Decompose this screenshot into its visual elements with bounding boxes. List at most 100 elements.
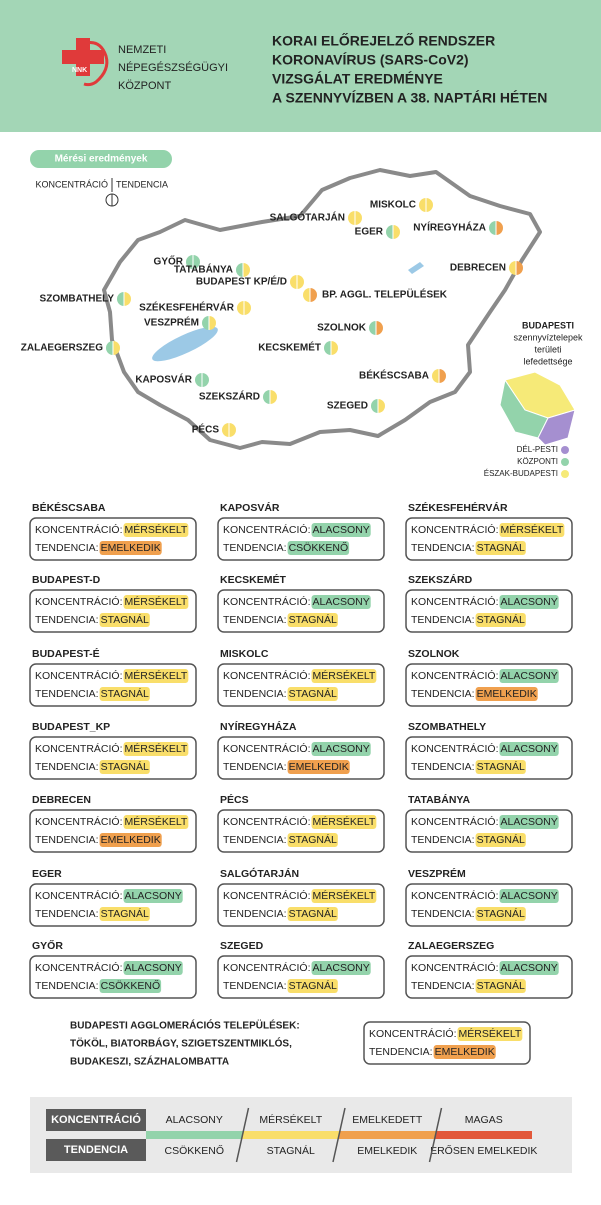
city-conc-half	[419, 198, 426, 212]
status-highlight	[287, 687, 338, 701]
logo: NNK	[62, 38, 109, 87]
city-conc-half	[195, 373, 202, 387]
logo-text: NNK	[72, 67, 87, 74]
status-highlight	[123, 742, 189, 756]
card-label: KONCENTRÁCIÓ:	[35, 889, 123, 902]
city-label: SZÉKESFEHÉRVÁR	[139, 301, 235, 314]
card-label: KONCENTRÁCIÓ:	[223, 815, 311, 828]
status-text: CSÖKKENŐ	[289, 540, 349, 554]
card-label: TENDENCIA:	[411, 908, 475, 920]
card-city: SZEGED	[220, 940, 264, 952]
status-text: STAGNÁL	[101, 687, 149, 700]
card-label: TENDENCIA:	[369, 1046, 433, 1058]
status-text: ALACSONY	[125, 890, 182, 902]
city-tend-half	[310, 288, 317, 302]
status-text: ALACSONY	[501, 596, 558, 608]
lake-tisza	[408, 262, 424, 274]
inset-legend-swatch	[561, 446, 569, 454]
city-label: MISKOLC	[370, 200, 416, 211]
city-conc-half	[509, 261, 516, 275]
status-highlight	[311, 889, 377, 903]
card-city: SZOMBATHELY	[408, 721, 486, 733]
city-conc-half	[303, 288, 310, 302]
card-label: KONCENTRÁCIÓ:	[35, 595, 123, 608]
badge-text: Mérési eredmények	[55, 154, 148, 165]
card-label: TENDENCIA:	[35, 834, 99, 846]
status-text: STAGNÁL	[289, 687, 337, 700]
status-highlight	[311, 669, 377, 683]
card-label: TENDENCIA:	[411, 542, 475, 554]
city-label: VESZPRÉM	[144, 316, 199, 329]
card-city: BÉKÉSCSABA	[32, 501, 106, 514]
card-label: TENDENCIA:	[223, 980, 287, 992]
scale-slash	[235, 1107, 250, 1163]
status-highlight	[311, 815, 377, 829]
status-highlight	[99, 687, 150, 701]
city-conc-half	[117, 292, 124, 306]
inset-title: BUDAPESTI	[522, 320, 574, 330]
status-text: ALACSONY	[501, 816, 558, 828]
card-label: TENDENCIA:	[35, 980, 99, 992]
city-conc-half	[432, 369, 439, 383]
card-label: TENDENCIA:	[35, 688, 99, 700]
status-highlight	[287, 979, 338, 993]
city-conc-half	[324, 341, 331, 355]
status-highlight	[287, 613, 338, 627]
card-label: TENDENCIA:	[223, 614, 287, 626]
inset-legend-label: KÖZPONTI	[517, 457, 558, 466]
status-highlight	[123, 815, 189, 829]
card-label: TENDENCIA:	[411, 614, 475, 626]
inset-legend-label: ÉSZAK-BUDAPESTI	[484, 469, 558, 478]
status-text: MÉRSÉKELT	[313, 889, 376, 902]
inset-title: területi	[534, 344, 561, 354]
status-text: ALACSONY	[501, 670, 558, 682]
status-highlight	[475, 760, 526, 774]
city-label: SZEKSZÁRD	[199, 390, 260, 403]
card-label: TENDENCIA:	[223, 542, 287, 554]
card-label: KONCENTRÁCIÓ:	[35, 742, 123, 755]
agglo-title: BUDAPESTI AGGLOMERÁCIÓS TELEPÜLÉSEK:	[70, 1019, 300, 1032]
card-city: SZEKSZÁRD	[408, 573, 473, 586]
status-text: MÉRSÉKELT	[125, 742, 188, 755]
card-label: TENDENCIA:	[223, 908, 287, 920]
inset-title: szennyvíztelepek	[513, 332, 583, 342]
card-label: TENDENCIA:	[223, 688, 287, 700]
status-text: STAGNÁL	[477, 541, 525, 554]
status-text: STAGNÁL	[101, 613, 149, 626]
status-highlight	[99, 613, 150, 627]
status-highlight	[499, 523, 565, 537]
city-tend-half	[244, 301, 251, 315]
scale-tend-label: EMELKEDIK	[357, 1145, 417, 1157]
city-tend-half	[202, 373, 209, 387]
scale-conc-title: KONCENTRÁCIÓ	[51, 1113, 141, 1126]
card-city: EGER	[32, 868, 62, 880]
title-line: A SZENNYVÍZBEN A 38. NAPTÁRI HÉTEN	[272, 90, 547, 106]
status-text: STAGNÁL	[289, 833, 337, 846]
status-highlight	[123, 669, 189, 683]
section-badge	[30, 150, 172, 168]
scale-segment	[339, 1131, 436, 1139]
status-highlight	[99, 979, 162, 993]
city-tend-half	[516, 261, 523, 275]
card-city: BUDAPEST_KP	[32, 721, 110, 733]
status-text: ALACSONY	[501, 962, 558, 974]
card-city: GYŐR	[32, 939, 63, 952]
status-text: STAGNÁL	[289, 907, 337, 920]
scale-tend-title: TENDENCIA	[64, 1144, 128, 1156]
status-text: CSÖKKENŐ	[101, 978, 161, 992]
city-label: BUDAPEST KP/É/D	[196, 275, 287, 288]
status-text: MÉRSÉKELT	[501, 523, 564, 536]
card-label: KONCENTRÁCIÓ:	[223, 742, 311, 755]
status-highlight	[287, 760, 350, 774]
inset-legend-swatch	[561, 470, 569, 478]
scale-segment	[146, 1131, 243, 1139]
city-label: EGER	[355, 227, 384, 238]
status-highlight	[499, 961, 559, 975]
city-tend-half	[376, 321, 383, 335]
card-label: KONCENTRÁCIÓ:	[411, 669, 499, 682]
status-highlight	[311, 742, 371, 756]
city-label: SZOMBATHELY	[40, 294, 115, 305]
city-tend-half	[378, 399, 385, 413]
city-label: BÉKÉSCSABA	[359, 369, 429, 382]
